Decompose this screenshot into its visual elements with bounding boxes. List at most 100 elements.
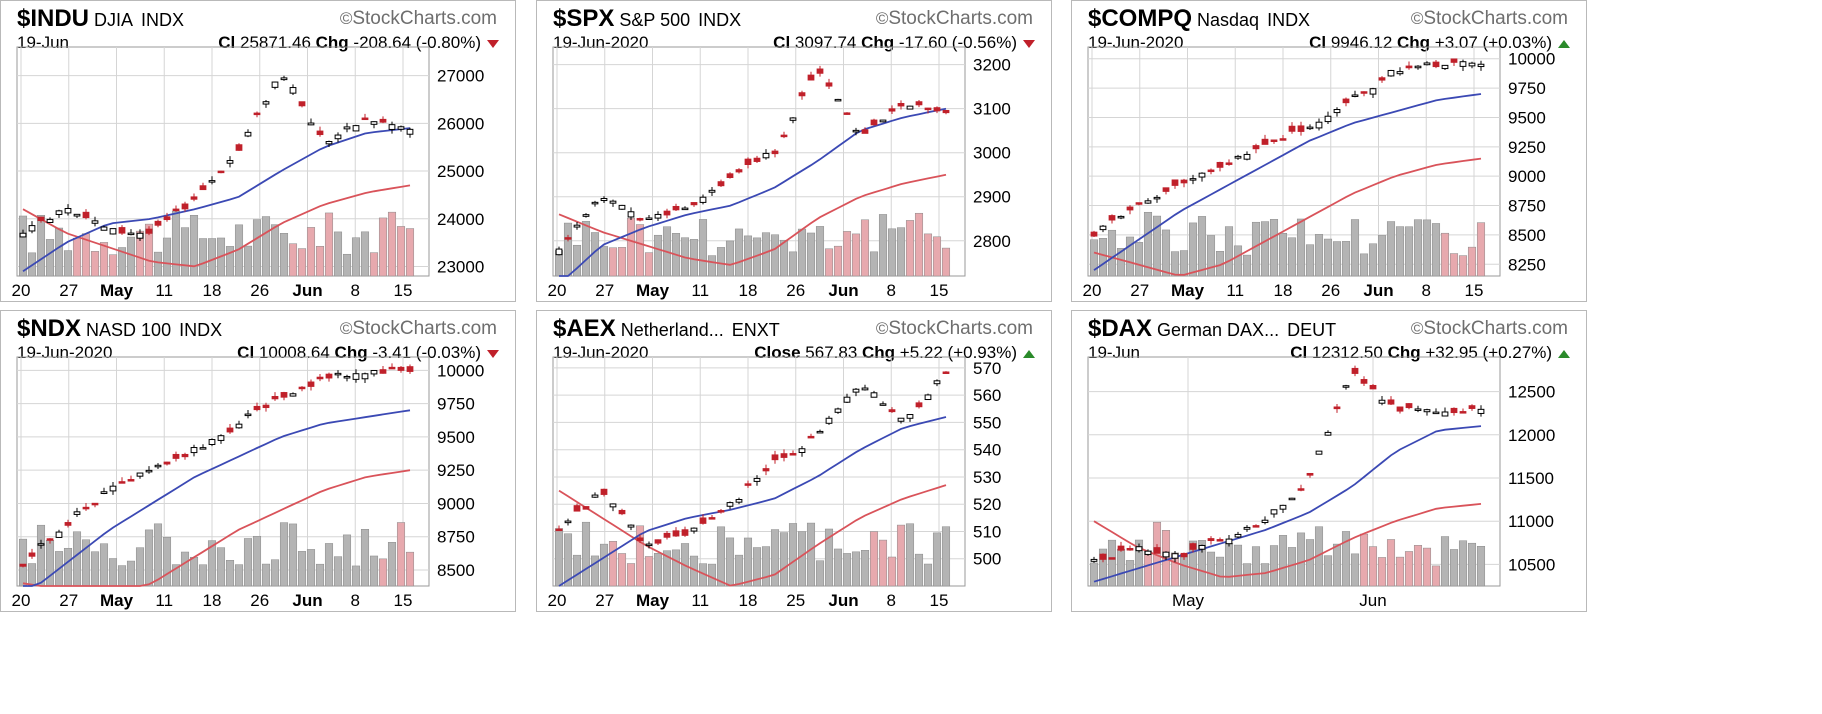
- candle-body: [199, 185, 207, 191]
- chart-title: $AEX Netherland... ENXT: [553, 315, 780, 343]
- volume-bar: [743, 235, 753, 277]
- candle-body: [663, 532, 671, 538]
- candle-body: [609, 200, 617, 204]
- volume-bar: [671, 549, 681, 587]
- candle-body: [1297, 125, 1305, 132]
- candle-body: [600, 488, 608, 495]
- x-tick-label: 20: [548, 281, 567, 300]
- candle-body: [289, 87, 297, 94]
- candle-body: [163, 461, 171, 465]
- volume-bar: [743, 537, 753, 587]
- moving-average-short-line: [23, 409, 411, 587]
- candle-body: [681, 529, 689, 536]
- candle-body: [262, 404, 270, 409]
- volume-bar: [45, 239, 55, 277]
- candle-body: [1387, 69, 1395, 77]
- volume-bar: [878, 214, 888, 277]
- candle-body: [1153, 547, 1161, 554]
- candle-body: [118, 227, 126, 234]
- volume-bar: [99, 242, 109, 277]
- index-name: S&P 500: [619, 10, 691, 30]
- candle-body: [861, 387, 869, 391]
- volume-bar: [1296, 218, 1306, 277]
- candle-body: [109, 228, 117, 235]
- chart-panel-ndx[interactable]: $NDX NASD 100 INDX ©StockCharts.com 19-Jun-2…: [0, 310, 516, 612]
- candle-body: [564, 237, 572, 240]
- chart-panel-spx[interactable]: $SPX S&P 500 INDX ©StockCharts.com 19-Jun-20…: [536, 0, 1052, 302]
- x-tick-label: 25: [786, 591, 805, 610]
- y-tick-label: 570: [973, 359, 1001, 378]
- volume-bar: [941, 526, 951, 587]
- volume-bar: [1449, 549, 1459, 587]
- x-tick-label: 15: [930, 591, 949, 610]
- x-tick-label: 20: [12, 591, 31, 610]
- candle-body: [1360, 379, 1368, 384]
- volume-bar: [572, 244, 582, 277]
- candle-body: [1189, 543, 1197, 550]
- candle-body: [1207, 538, 1215, 541]
- volume-bar: [896, 524, 906, 587]
- moving-average-long-line: [558, 173, 947, 266]
- volume-bar: [752, 547, 762, 587]
- x-tick-label: 20: [548, 591, 567, 610]
- volume-bar: [288, 243, 298, 277]
- volume-bar: [225, 560, 235, 587]
- candle-body: [825, 82, 833, 87]
- volume-bar: [261, 563, 271, 587]
- volume-bar: [1431, 223, 1441, 277]
- chart-panel-compq[interactable]: $COMPQ Nasdaq INDX ©StockCharts.com 19-Jun-2…: [1071, 0, 1587, 302]
- candle-body: [762, 468, 770, 472]
- candle-body: [924, 394, 932, 401]
- volume-bar: [360, 529, 370, 587]
- volume-bar: [905, 220, 915, 277]
- candle-body: [334, 134, 342, 140]
- x-tick-label: 18: [739, 591, 758, 610]
- moving-average-long-line: [1093, 503, 1482, 578]
- x-tick-label: May: [100, 591, 134, 610]
- candle-body: [1117, 545, 1125, 551]
- candle-body: [906, 105, 914, 110]
- chart-panel-aex[interactable]: $AEX Netherland... ENXT ©StockCharts.com 19-…: [536, 310, 1052, 612]
- candle-body: [190, 196, 198, 200]
- chart-panel-dax[interactable]: $DAX German DAX... DEUT ©StockCharts.com 19-…: [1071, 310, 1587, 612]
- candle-body: [1378, 77, 1386, 81]
- chart-plot: 10000 9750 9500 9250 9000 8750 8500 8250 20 27 May…: [1083, 46, 1555, 300]
- candle-body: [1162, 551, 1170, 558]
- volume-bar: [1197, 216, 1207, 277]
- candle-body: [127, 232, 135, 236]
- candle-body: [591, 494, 599, 498]
- x-tick-label: 15: [930, 281, 949, 300]
- volume-bar: [1296, 532, 1306, 587]
- volume-bar: [1332, 241, 1342, 277]
- candle-body: [636, 218, 644, 221]
- symbol-label: $DAX: [1088, 315, 1153, 342]
- candle-body: [208, 439, 216, 445]
- volume-bar: [234, 564, 244, 587]
- exchange-label: INDX: [698, 10, 742, 30]
- candle-body: [316, 130, 324, 136]
- candle-body: [888, 108, 896, 112]
- candle-body: [235, 144, 243, 151]
- chart-panel-indu[interactable]: $INDU DJIA INDX ©StockCharts.com 19-Jun Cl 25…: [0, 0, 516, 302]
- candle-body: [388, 124, 396, 130]
- volume-bar: [1224, 226, 1234, 277]
- candle-body: [1477, 63, 1485, 68]
- candle-body: [1225, 162, 1233, 165]
- candle-body: [1315, 450, 1323, 455]
- volume-bar: [761, 232, 771, 277]
- candle-body: [1423, 62, 1431, 66]
- moving-average-short-line: [22, 127, 411, 272]
- x-tick-label: Jun: [828, 591, 858, 610]
- candle-body: [789, 453, 797, 456]
- volume-bar: [162, 237, 172, 277]
- volume-bar: [1143, 211, 1153, 277]
- volume-bar: [198, 238, 208, 277]
- candle-body: [37, 543, 45, 546]
- volume-bar: [833, 548, 843, 587]
- candle-body: [1405, 403, 1413, 409]
- candle-body: [1180, 552, 1188, 558]
- candle-body: [753, 477, 761, 482]
- volume-bar: [36, 214, 46, 277]
- candle-body: [271, 396, 279, 400]
- candle-body: [1180, 179, 1188, 184]
